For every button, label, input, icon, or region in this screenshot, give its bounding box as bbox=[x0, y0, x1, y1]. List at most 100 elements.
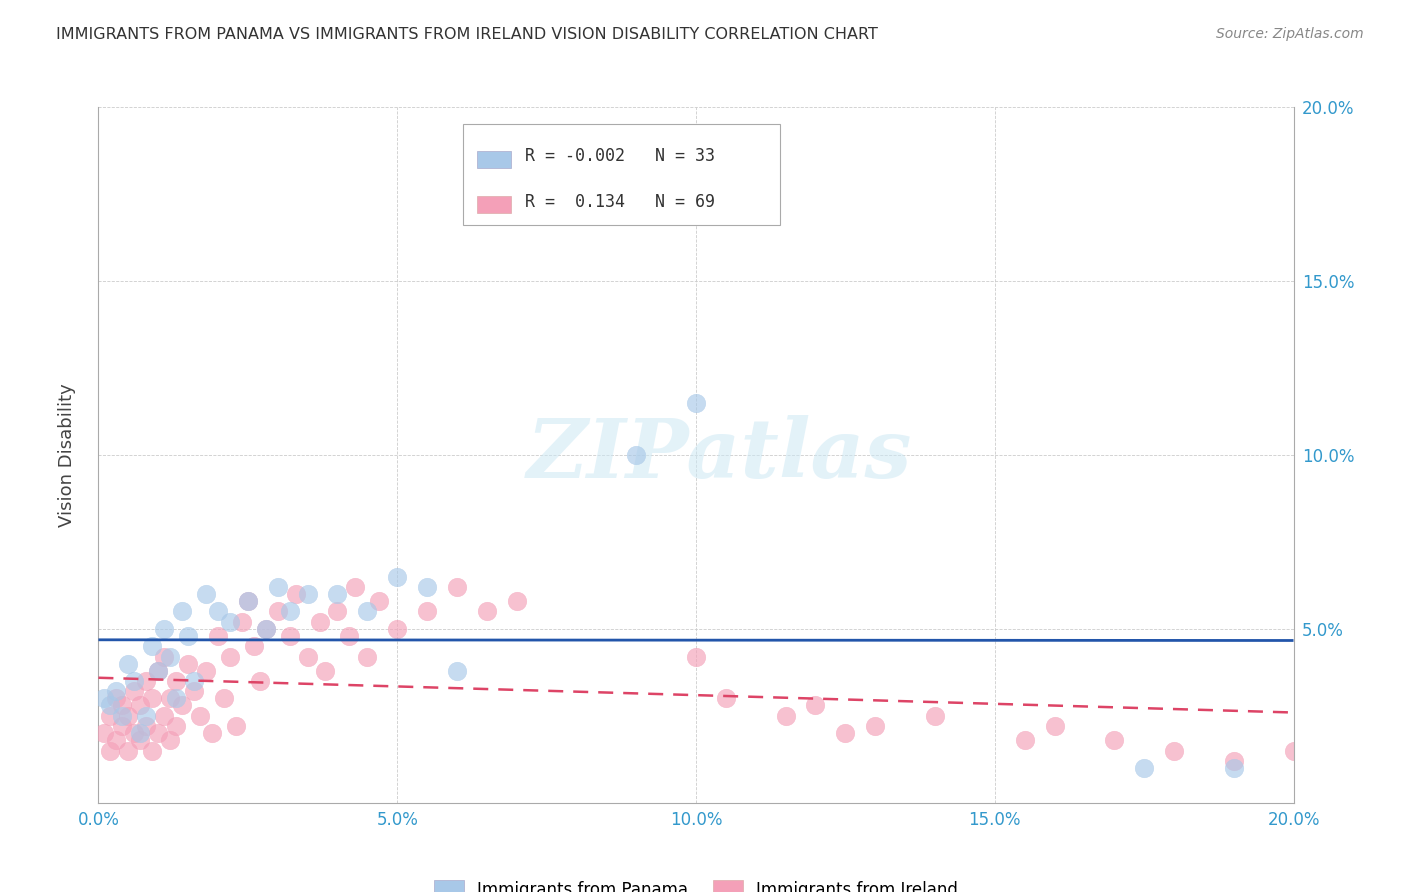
Point bbox=[153, 622, 176, 636]
Point bbox=[100, 698, 122, 713]
Point bbox=[225, 719, 247, 733]
Point bbox=[1223, 761, 1246, 775]
Point bbox=[1104, 733, 1126, 747]
Point bbox=[385, 570, 409, 584]
Bar bbox=[477, 151, 510, 168]
Point bbox=[148, 726, 170, 740]
Point bbox=[172, 698, 194, 713]
Point bbox=[183, 674, 205, 689]
Point bbox=[267, 580, 290, 594]
Point bbox=[129, 698, 152, 713]
Point bbox=[1163, 744, 1185, 758]
Point bbox=[93, 691, 115, 706]
Legend: Immigrants from Panama, Immigrants from Ireland: Immigrants from Panama, Immigrants from … bbox=[427, 874, 965, 892]
Point bbox=[188, 708, 211, 723]
Point bbox=[278, 605, 301, 619]
Text: ZIPatlas: ZIPatlas bbox=[527, 415, 912, 495]
Point bbox=[135, 674, 157, 689]
Text: Source: ZipAtlas.com: Source: ZipAtlas.com bbox=[1216, 27, 1364, 41]
Point bbox=[416, 605, 439, 619]
Point bbox=[356, 605, 378, 619]
Point bbox=[368, 594, 391, 608]
Point bbox=[446, 664, 468, 678]
Point bbox=[626, 448, 648, 462]
Point bbox=[385, 622, 409, 636]
Point bbox=[356, 649, 378, 664]
Point bbox=[105, 691, 128, 706]
Point bbox=[111, 719, 134, 733]
Text: R =  0.134   N = 69: R = 0.134 N = 69 bbox=[524, 193, 716, 211]
Point bbox=[153, 649, 176, 664]
Point bbox=[165, 719, 187, 733]
Y-axis label: Vision Disability: Vision Disability bbox=[58, 383, 76, 527]
Point bbox=[111, 708, 134, 723]
Point bbox=[254, 622, 277, 636]
Point bbox=[1043, 719, 1066, 733]
Point bbox=[177, 629, 200, 643]
Point bbox=[775, 708, 797, 723]
Point bbox=[124, 726, 146, 740]
Point bbox=[183, 684, 205, 698]
Point bbox=[100, 708, 122, 723]
Point bbox=[446, 580, 468, 594]
Point bbox=[344, 580, 367, 594]
Point bbox=[159, 691, 181, 706]
Point bbox=[315, 664, 337, 678]
Point bbox=[267, 605, 290, 619]
Point bbox=[243, 639, 266, 653]
Point bbox=[124, 674, 146, 689]
Point bbox=[195, 587, 218, 601]
Point bbox=[111, 698, 134, 713]
Point bbox=[159, 649, 181, 664]
Point bbox=[135, 708, 157, 723]
Point bbox=[685, 649, 707, 664]
Point bbox=[159, 733, 181, 747]
Point bbox=[475, 605, 498, 619]
Text: R = -0.002   N = 33: R = -0.002 N = 33 bbox=[524, 147, 716, 165]
Point bbox=[506, 594, 529, 608]
Point bbox=[117, 657, 139, 671]
Point bbox=[153, 708, 176, 723]
Point bbox=[297, 587, 319, 601]
Point bbox=[249, 674, 271, 689]
Point bbox=[105, 684, 128, 698]
Point bbox=[1282, 744, 1305, 758]
Point bbox=[148, 664, 170, 678]
Point bbox=[141, 691, 163, 706]
Point bbox=[834, 726, 856, 740]
Point bbox=[278, 629, 301, 643]
Point bbox=[924, 708, 946, 723]
Point bbox=[195, 664, 218, 678]
Point bbox=[172, 605, 194, 619]
Point bbox=[117, 708, 139, 723]
Point bbox=[326, 605, 349, 619]
Point bbox=[339, 629, 360, 643]
Point bbox=[93, 726, 115, 740]
Point bbox=[100, 744, 122, 758]
Point bbox=[129, 726, 152, 740]
Point bbox=[236, 594, 259, 608]
Point bbox=[231, 615, 253, 629]
Point bbox=[105, 733, 128, 747]
Point bbox=[177, 657, 200, 671]
Point bbox=[804, 698, 827, 713]
Point bbox=[219, 649, 242, 664]
Point bbox=[207, 629, 229, 643]
Point bbox=[1133, 761, 1156, 775]
Point bbox=[141, 639, 163, 653]
Point bbox=[284, 587, 307, 601]
Point bbox=[326, 587, 349, 601]
FancyBboxPatch shape bbox=[463, 124, 780, 226]
Point bbox=[135, 719, 157, 733]
Point bbox=[129, 733, 152, 747]
Point bbox=[236, 594, 259, 608]
Point bbox=[212, 691, 235, 706]
Point bbox=[141, 744, 163, 758]
Point bbox=[308, 615, 330, 629]
Point bbox=[201, 726, 224, 740]
Point bbox=[117, 744, 139, 758]
Point bbox=[254, 622, 277, 636]
Point bbox=[865, 719, 887, 733]
Point bbox=[148, 664, 170, 678]
Point bbox=[1014, 733, 1036, 747]
